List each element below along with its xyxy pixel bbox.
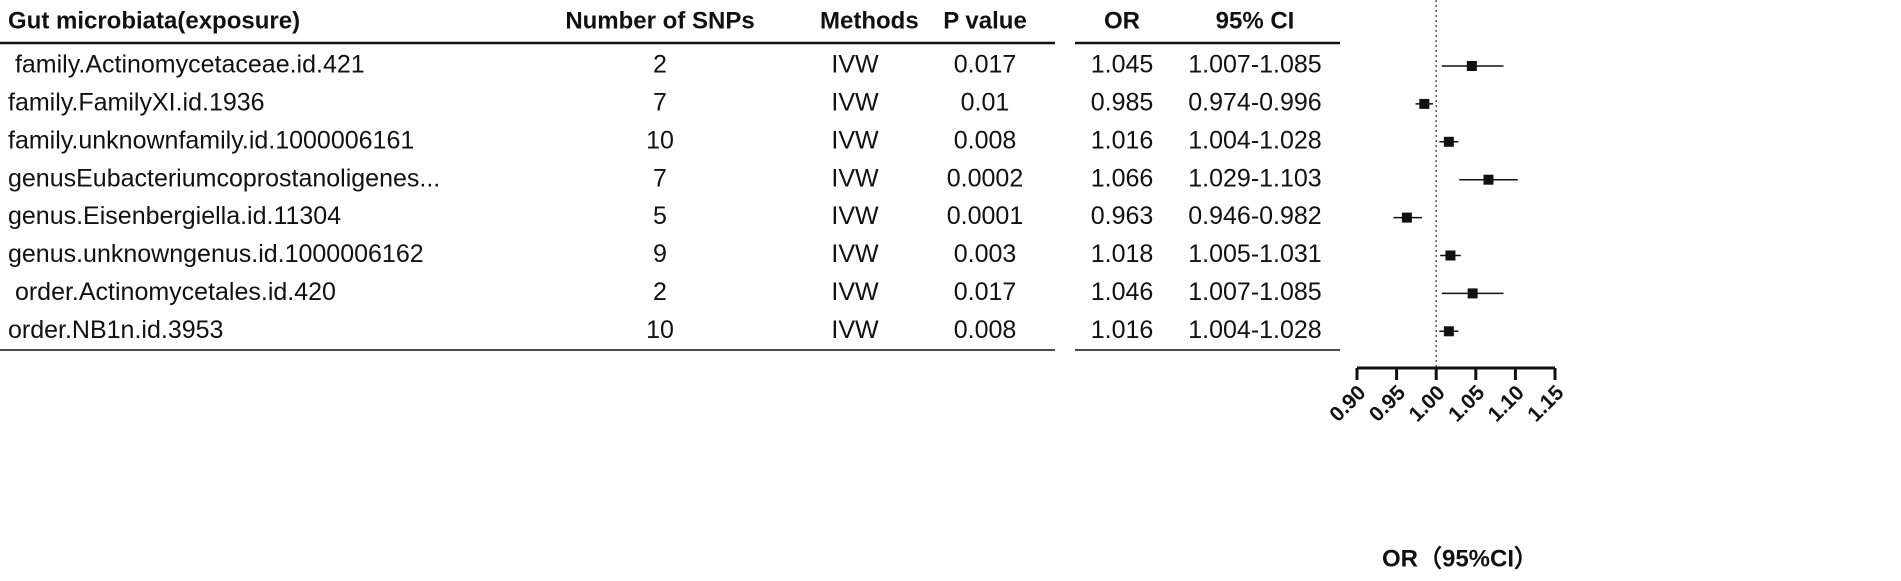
table-cell: 0.0001 xyxy=(947,202,1023,230)
x-tick-label: 1.00 xyxy=(1404,381,1449,426)
table-cell: 1.045 xyxy=(1091,51,1154,79)
point xyxy=(1467,288,1478,299)
table-cell: IVW xyxy=(831,240,879,268)
point xyxy=(1419,98,1430,109)
table-cell: 0.974-0.996 xyxy=(1188,89,1321,117)
table-cell: 1.016 xyxy=(1091,316,1154,344)
table-cell: 1.018 xyxy=(1091,240,1154,268)
table-cell: IVW xyxy=(831,164,879,192)
point xyxy=(1466,61,1477,71)
table-cell: IVW xyxy=(831,51,879,79)
x-tick-label: 0.90 xyxy=(1325,381,1370,426)
table-cell: 7 xyxy=(653,89,667,117)
table-cell: 0.017 xyxy=(954,51,1017,79)
table-cell: family.unknownfamily.id.1000006161 xyxy=(8,126,414,154)
table-cell: IVW xyxy=(831,89,879,117)
table-cell: 1.005-1.031 xyxy=(1188,240,1321,268)
table-cell: family.Actinomycetaceae.id.421 xyxy=(8,51,365,79)
table-cell: 1.016 xyxy=(1091,126,1154,154)
column-header: OR xyxy=(1104,7,1140,34)
point xyxy=(1401,212,1412,223)
table-cell: 0.0002 xyxy=(947,164,1023,192)
column-header: Methods xyxy=(820,7,919,34)
table-cell: 0.985 xyxy=(1091,89,1154,117)
x-axis-label: OR（95%CI） xyxy=(1382,545,1538,572)
table-cell: 10 xyxy=(646,316,674,344)
table-cell: 0.017 xyxy=(954,278,1017,306)
table-cell: 7 xyxy=(653,164,667,192)
table-cell: 2 xyxy=(653,51,667,79)
column-header: P value xyxy=(943,7,1027,34)
table-cell: family.FamilyXI.id.1936 xyxy=(8,89,265,117)
table-cell: IVW xyxy=(831,126,879,154)
column-header: Number of SNPs xyxy=(565,7,754,34)
table-cell: order.Actinomycetales.id.420 xyxy=(8,278,336,306)
table-cell: 0.008 xyxy=(954,126,1017,154)
table-cell: 5 xyxy=(653,202,667,230)
point xyxy=(1483,174,1494,185)
point xyxy=(1443,326,1454,337)
table-cell: 0.003 xyxy=(954,240,1017,268)
table-cell: order.NB1n.id.3953 xyxy=(8,316,223,344)
table-cell: 9 xyxy=(653,240,667,268)
x-tick-label: 0.95 xyxy=(1365,381,1410,426)
table-cell: 0.008 xyxy=(954,316,1017,344)
column-header: Gut microbiata(exposure) xyxy=(8,7,300,34)
x-tick-label: 1.05 xyxy=(1444,381,1489,426)
table-cell: IVW xyxy=(831,202,879,230)
table-cell: 1.007-1.085 xyxy=(1188,278,1321,306)
table-cell: 1.029-1.103 xyxy=(1188,164,1321,192)
table-cell: IVW xyxy=(831,278,879,306)
table-cell: 1.046 xyxy=(1091,278,1154,306)
table-cell: 1.007-1.085 xyxy=(1188,51,1321,79)
table-cell: 1.004-1.028 xyxy=(1188,316,1321,344)
point xyxy=(1443,136,1454,147)
table-cell: 10 xyxy=(646,126,674,154)
point xyxy=(1445,250,1456,261)
table-cell: genusEubacteriumcoprostanoligenes... xyxy=(8,164,440,192)
table-cell: 1.066 xyxy=(1091,164,1154,192)
table-cell: genus.unknowngenus.id.1000006162 xyxy=(8,240,424,268)
table-cell: 0.01 xyxy=(961,89,1010,117)
table-cell: 1.004-1.028 xyxy=(1188,126,1321,154)
x-tick-label: 1.10 xyxy=(1484,381,1529,426)
table-cell: IVW xyxy=(831,316,879,344)
table-cell: genus.Eisenbergiella.id.11304 xyxy=(8,202,341,230)
table-cell: 0.946-0.982 xyxy=(1188,202,1321,230)
x-tick-label: 1.15 xyxy=(1523,381,1568,426)
table-cell: 0.963 xyxy=(1091,202,1154,230)
table-cell: 2 xyxy=(653,278,667,306)
column-header: 95% CI xyxy=(1216,7,1295,34)
